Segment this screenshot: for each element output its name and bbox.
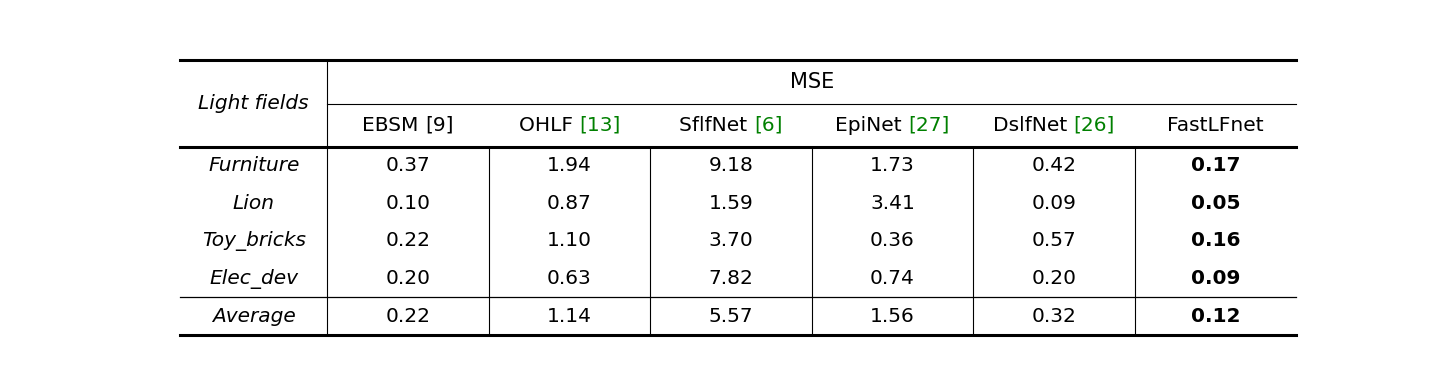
Text: 0.87: 0.87 [547, 194, 592, 213]
Text: 0.57: 0.57 [1031, 232, 1076, 251]
Text: 0.36: 0.36 [870, 232, 914, 251]
Text: 0.20: 0.20 [386, 269, 431, 288]
Text: 1.14: 1.14 [547, 307, 592, 326]
Text: 0.22: 0.22 [386, 307, 431, 326]
Text: 3.70: 3.70 [708, 232, 753, 251]
Text: OHLF: OHLF [518, 116, 579, 135]
Text: Light fields: Light fields [199, 94, 310, 113]
Text: 0.63: 0.63 [547, 269, 592, 288]
Text: EpiNet: EpiNet [835, 116, 909, 135]
Text: 0.74: 0.74 [870, 269, 914, 288]
Text: 0.12: 0.12 [1191, 307, 1240, 326]
Text: 0.05: 0.05 [1191, 194, 1240, 213]
Text: 1.94: 1.94 [547, 156, 592, 175]
Text: 0.42: 0.42 [1031, 156, 1076, 175]
Text: SflfNet: SflfNet [680, 116, 755, 135]
Text: 0.17: 0.17 [1191, 156, 1240, 175]
Text: [26]: [26] [1073, 116, 1115, 135]
Text: 0.09: 0.09 [1191, 269, 1240, 288]
Text: 0.10: 0.10 [386, 194, 431, 213]
Text: 0.32: 0.32 [1031, 307, 1076, 326]
Text: MSE: MSE [789, 72, 834, 92]
Text: Lion: Lion [233, 194, 275, 213]
Text: 3.41: 3.41 [870, 194, 914, 213]
Text: 0.37: 0.37 [386, 156, 431, 175]
Text: 9.18: 9.18 [708, 156, 753, 175]
Text: 0.20: 0.20 [1031, 269, 1076, 288]
Text: [27]: [27] [909, 116, 949, 135]
Text: 0.09: 0.09 [1031, 194, 1076, 213]
Text: 5.57: 5.57 [708, 307, 753, 326]
Text: DslfNet: DslfNet [992, 116, 1073, 135]
Text: 0.22: 0.22 [386, 232, 431, 251]
Text: 7.82: 7.82 [708, 269, 753, 288]
Text: Furniture: Furniture [207, 156, 300, 175]
Text: Average: Average [212, 307, 295, 326]
Text: Elec_dev: Elec_dev [209, 269, 298, 289]
Text: 1.73: 1.73 [870, 156, 914, 175]
Text: 1.59: 1.59 [708, 194, 753, 213]
Text: [13]: [13] [579, 116, 621, 135]
Text: EBSM: EBSM [363, 116, 425, 135]
Text: FastLFnet: FastLFnet [1166, 116, 1263, 135]
Text: Toy_bricks: Toy_bricks [202, 231, 305, 251]
Text: 1.56: 1.56 [870, 307, 914, 326]
Text: [9]: [9] [425, 116, 454, 135]
Text: [6]: [6] [755, 116, 782, 135]
Text: 1.10: 1.10 [547, 232, 592, 251]
Text: 0.16: 0.16 [1191, 232, 1240, 251]
